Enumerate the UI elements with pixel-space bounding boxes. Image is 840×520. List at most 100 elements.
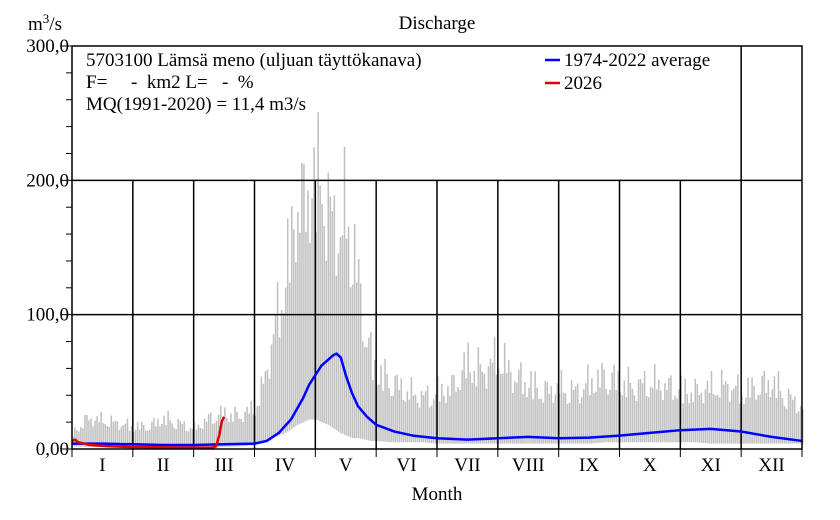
range-band-bar [564,393,567,444]
range-band-bar [98,422,100,447]
range-band-bar [572,390,575,444]
range-band-bar [211,423,214,448]
range-band-bar [424,391,427,443]
range-band-bar [323,226,325,424]
range-band-bar [293,229,295,428]
range-band-bar [666,389,668,443]
x-tick-label: VIII [512,455,545,476]
range-band-bar [690,392,692,443]
range-band-bar [785,408,788,444]
range-band-bar [664,383,666,443]
range-band-bar [720,369,723,444]
range-band-layer [72,112,804,448]
y-tick-label: 0,00 [36,439,69,460]
range-band-bar [530,371,532,444]
range-band-bar [325,260,327,424]
range-band-bar [286,218,289,432]
range-band-bar [716,394,719,444]
range-band-bar [459,390,461,444]
range-band-bar [609,389,611,443]
range-band-bar [209,412,212,448]
range-band-bar [132,431,135,448]
range-band-bar [114,420,117,448]
range-band-bar [82,428,84,447]
range-band-bar [145,430,147,448]
range-band-bar [532,399,534,444]
range-band-bar [708,392,711,444]
range-band-bar [745,397,747,444]
range-band-bar [688,403,690,443]
range-band-bar [645,395,648,443]
range-band-bar [678,389,680,443]
range-band-bar [357,258,360,439]
x-axis-label: Month [412,484,463,505]
range-band-bar [258,405,261,445]
range-band-bar [157,418,159,448]
range-band-bar [599,387,601,443]
chart-title: Discharge [399,13,476,34]
range-band-bar [215,420,218,448]
range-band-bar [562,392,565,444]
range-band-bar [775,398,778,444]
range-band-bar [297,212,299,425]
range-band-bar [197,424,200,448]
range-band-bar [787,388,790,444]
range-band-bar [477,347,480,444]
range-band-bar [155,426,157,448]
range-band-bar [672,399,674,443]
range-band-bar [469,372,471,444]
range-band-bar [797,411,800,444]
range-band-bar [700,392,703,443]
range-band-bar [617,371,619,443]
range-band-bar [447,386,449,444]
range-band-bar [503,342,506,444]
range-band-bar [110,415,113,448]
range-band-bar [84,415,86,447]
range-band-bar [759,394,761,444]
range-band-bar [359,283,362,439]
range-band-bar [546,381,549,444]
range-band-bar [578,403,581,444]
range-band-bar [556,383,559,444]
range-band-bar [621,395,624,443]
range-band-bar [706,380,709,444]
range-band-bar [658,379,660,443]
range-band-bar [455,391,457,444]
range-band-bar [682,403,684,443]
range-band-bar [262,383,265,444]
x-tick-label: XI [701,455,721,476]
range-band-bar [80,427,82,447]
range-band-bar [680,374,682,443]
range-band-bar [305,231,307,422]
legend-label-2026: 2026 [564,73,602,94]
range-band-bar [299,232,301,424]
range-band-bar [487,366,490,444]
range-band-bar [491,362,494,444]
range-band-bar [130,426,133,448]
range-band-bar [625,397,628,443]
range-band-bar [749,397,751,444]
range-band-bar [793,396,796,444]
range-band-bar [404,401,407,443]
range-band-bar [589,395,591,444]
range-band-bar [153,418,155,448]
range-band-bar [416,402,419,443]
range-band-bar [74,427,76,447]
range-band-bar [390,396,392,443]
range-band-bar [193,422,196,448]
range-band-bar [441,383,443,444]
range-band-bar [538,398,540,444]
range-band-bar [341,235,344,434]
range-band-bar [714,395,717,444]
range-band-bar [319,185,321,422]
range-band-bar [656,389,658,443]
range-band-bar [751,377,753,444]
series-line [72,352,803,447]
range-band-bar [234,406,236,447]
range-band-bar [702,403,705,443]
range-band-bar [637,379,640,443]
range-band-bar [301,163,303,424]
range-band-bar [92,426,94,447]
range-band-bar [439,401,441,444]
range-band-bar [343,146,346,435]
